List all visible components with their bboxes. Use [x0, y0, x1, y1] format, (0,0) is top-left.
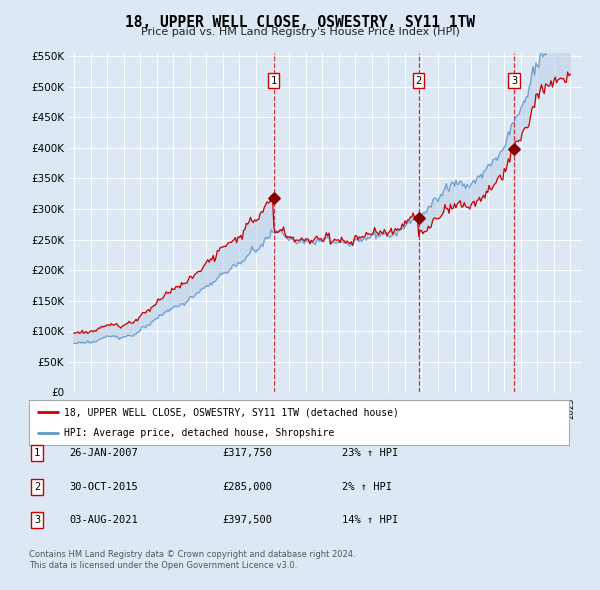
Text: Price paid vs. HM Land Registry's House Price Index (HPI): Price paid vs. HM Land Registry's House … — [140, 27, 460, 37]
Text: £397,500: £397,500 — [222, 516, 272, 525]
Text: This data is licensed under the Open Government Licence v3.0.: This data is licensed under the Open Gov… — [29, 560, 297, 569]
Text: 18, UPPER WELL CLOSE, OSWESTRY, SY11 1TW (detached house): 18, UPPER WELL CLOSE, OSWESTRY, SY11 1TW… — [64, 407, 399, 417]
Point — [269, 194, 278, 203]
Text: 30-OCT-2015: 30-OCT-2015 — [69, 482, 138, 491]
Text: 2: 2 — [416, 76, 422, 86]
Text: 23% ↑ HPI: 23% ↑ HPI — [342, 448, 398, 458]
Text: 3: 3 — [511, 76, 517, 86]
Text: 2% ↑ HPI: 2% ↑ HPI — [342, 482, 392, 491]
Text: 3: 3 — [34, 516, 40, 525]
Text: 03-AUG-2021: 03-AUG-2021 — [69, 516, 138, 525]
Text: 1: 1 — [271, 76, 277, 86]
Text: Contains HM Land Registry data © Crown copyright and database right 2024.: Contains HM Land Registry data © Crown c… — [29, 550, 355, 559]
Text: 14% ↑ HPI: 14% ↑ HPI — [342, 516, 398, 525]
Text: £285,000: £285,000 — [222, 482, 272, 491]
Text: £317,750: £317,750 — [222, 448, 272, 458]
Point — [509, 145, 519, 154]
Text: 18, UPPER WELL CLOSE, OSWESTRY, SY11 1TW: 18, UPPER WELL CLOSE, OSWESTRY, SY11 1TW — [125, 15, 475, 30]
Point — [414, 214, 424, 223]
Text: 2: 2 — [34, 482, 40, 491]
Text: 26-JAN-2007: 26-JAN-2007 — [69, 448, 138, 458]
Text: HPI: Average price, detached house, Shropshire: HPI: Average price, detached house, Shro… — [64, 428, 334, 438]
Text: 1: 1 — [34, 448, 40, 458]
